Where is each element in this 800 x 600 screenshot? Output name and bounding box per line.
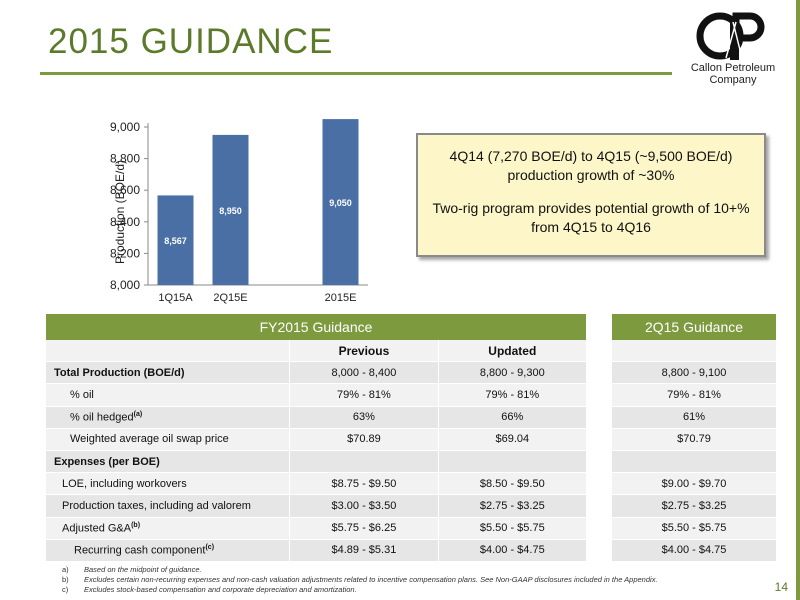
2q15-guidance-table: 2Q15 Guidance 8,800 - 9,100 79% - 81% 61% $… bbox=[612, 314, 776, 562]
table-row: Weighted average oil swap price $70.89 $69… bbox=[46, 428, 586, 451]
table-row: % oil hedged(a) 63% 66% bbox=[46, 406, 586, 429]
previous-value: 8,000 - 8,400 bbox=[289, 361, 439, 385]
table-row bbox=[612, 450, 776, 474]
logo-line2: Company bbox=[709, 74, 757, 86]
row-label: Expenses (per BOE) bbox=[46, 450, 290, 474]
updated-value bbox=[437, 450, 586, 474]
row-label: % oil hedged(a) bbox=[46, 406, 290, 429]
x-tick-label: 2Q15E bbox=[213, 292, 247, 304]
q2-value: $70.79 bbox=[612, 428, 776, 451]
q2-value bbox=[612, 450, 776, 474]
production-bar-chart: 8,000 8,200 8,400 8,600 8,800 9,000 8,567 1Q15A… bbox=[110, 119, 368, 304]
fy2015-guidance-table: FY2015 Guidance Previous Updated Total P… bbox=[46, 314, 586, 562]
table-row: 61% bbox=[612, 406, 776, 429]
bar bbox=[322, 119, 359, 285]
updated-value: $8.50 - $9.50 bbox=[437, 472, 586, 496]
row-label: Total Production (BOE/d) bbox=[46, 361, 290, 385]
table-row: $4.00 - $4.75 bbox=[612, 539, 776, 562]
previous-value: $70.89 bbox=[289, 428, 439, 451]
fy-table-header: FY2015 Guidance bbox=[46, 314, 586, 340]
bar bbox=[157, 195, 194, 285]
row-label: LOE, including workovers bbox=[46, 472, 290, 496]
table-row: Recurring cash component(c) $4.89 - $5.31… bbox=[46, 539, 586, 562]
q2-table-header: 2Q15 Guidance bbox=[612, 314, 776, 340]
footnotes: a) Based on the midpoint of guidance. b) Ex… bbox=[62, 565, 658, 595]
bar-data-label: 8,950 bbox=[219, 206, 242, 216]
y-tick-label: 8,400 bbox=[110, 215, 140, 229]
table-row: Total Production (BOE/d) 8,000 - 8,400 8,8… bbox=[46, 361, 586, 385]
updated-value: $2.75 - $3.25 bbox=[437, 494, 586, 518]
table-row: Adjusted G&A(b) $5.75 - $6.25 $5.50 - $5.7… bbox=[46, 517, 586, 540]
y-tick-label: 8,800 bbox=[110, 152, 140, 166]
table-row: 79% - 81% bbox=[612, 383, 776, 407]
y-tick-label: 9,000 bbox=[110, 120, 140, 134]
previous-value: 79% - 81% bbox=[289, 383, 439, 407]
title-divider bbox=[40, 72, 672, 75]
previous-value: 63% bbox=[289, 406, 439, 429]
page-number: 14 bbox=[774, 580, 788, 594]
row-label: Production taxes, including ad valorem bbox=[46, 494, 290, 518]
footnote: c) Excludes stock-based compensation and … bbox=[62, 585, 357, 594]
updated-value: $5.50 - $5.75 bbox=[437, 517, 586, 540]
row-label: Recurring cash component(c) bbox=[46, 539, 290, 562]
table-row: $9.00 - $9.70 bbox=[612, 472, 776, 496]
table-row: % oil 79% - 81% 79% - 81% bbox=[46, 383, 586, 407]
previous-value: $4.89 - $5.31 bbox=[289, 539, 439, 562]
growth-callout: 4Q14 (7,270 BOE/d) to 4Q15 (~9,500 BOE/d… bbox=[416, 133, 766, 257]
row-label: % oil bbox=[46, 383, 290, 407]
y-tick-label: 8,200 bbox=[110, 246, 140, 260]
updated-value: 8,800 - 9,300 bbox=[437, 361, 586, 385]
q2-value: 79% - 81% bbox=[612, 383, 776, 407]
updated-value: 66% bbox=[437, 406, 586, 429]
x-tick-label: 2015E bbox=[325, 292, 357, 304]
chart-ylabel: Production (BOE/d) bbox=[113, 159, 127, 265]
table-row: LOE, including workovers $8.75 - $9.50 $8.… bbox=[46, 472, 586, 496]
q2-value: $4.00 - $4.75 bbox=[612, 539, 776, 562]
updated-value: $4.00 - $4.75 bbox=[437, 539, 586, 562]
updated-value: $69.04 bbox=[437, 428, 586, 451]
footnote: a) Based on the midpoint of guidance. bbox=[62, 565, 202, 574]
q2-value: $2.75 - $3.25 bbox=[612, 494, 776, 518]
table-row: Production taxes, including ad valorem $3… bbox=[46, 494, 586, 518]
page-title: 2015 GUIDANCE bbox=[48, 22, 334, 61]
table-row: $2.75 - $3.25 bbox=[612, 494, 776, 518]
previous-value: $8.75 - $9.50 bbox=[289, 472, 439, 496]
y-tick-label: 8,000 bbox=[110, 278, 140, 292]
table-row: $70.79 bbox=[612, 428, 776, 451]
col-previous: Previous bbox=[289, 340, 439, 363]
q2-value: 8,800 - 9,100 bbox=[612, 361, 776, 385]
previous-value: $5.75 - $6.25 bbox=[289, 517, 439, 540]
q2-value: $9.00 - $9.70 bbox=[612, 472, 776, 496]
q2-value: 61% bbox=[612, 406, 776, 429]
row-label: Adjusted G&A(b) bbox=[46, 517, 290, 540]
table-row: $5.50 - $5.75 bbox=[612, 517, 776, 540]
footnote: b) Excludes certain non-recurring expense… bbox=[62, 575, 658, 584]
previous-value bbox=[289, 450, 439, 474]
table-row: 8,800 - 9,100 bbox=[612, 361, 776, 385]
callon-logo-icon bbox=[696, 12, 765, 60]
y-tick-label: 8,600 bbox=[110, 183, 140, 197]
production-chart: 8,000 8,200 8,400 8,600 8,800 9,000 8,567 1Q15A… bbox=[78, 115, 378, 315]
company-logo: Callon Petroleum Company bbox=[678, 12, 788, 92]
bar bbox=[212, 134, 249, 285]
bar-data-label: 9,050 bbox=[329, 198, 352, 208]
updated-value: 79% - 81% bbox=[437, 383, 586, 407]
previous-value: $3.00 - $3.50 bbox=[289, 494, 439, 518]
callout-line2: Two-rig program provides potential growt… bbox=[432, 200, 750, 235]
bar-data-label: 8,567 bbox=[164, 236, 187, 246]
col-updated: Updated bbox=[437, 340, 586, 363]
row-label: Weighted average oil swap price bbox=[46, 428, 290, 451]
logo-line1: Callon Petroleum bbox=[690, 62, 776, 74]
table-row: Expenses (per BOE) bbox=[46, 450, 586, 474]
right-edge-bar bbox=[796, 0, 800, 600]
callout-line1: 4Q14 (7,270 BOE/d) to 4Q15 (~9,500 BOE/d… bbox=[449, 148, 733, 183]
x-tick-label: 1Q15A bbox=[158, 292, 193, 304]
q2-value: $5.50 - $5.75 bbox=[612, 517, 776, 540]
